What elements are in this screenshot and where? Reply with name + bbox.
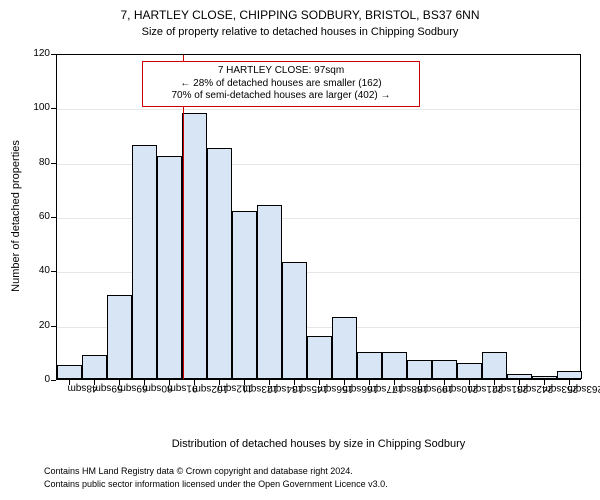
histogram-bar <box>157 156 182 379</box>
y-tick-label: 20 <box>22 320 50 331</box>
histogram-bar <box>132 145 157 379</box>
histogram-bar <box>482 352 507 379</box>
histogram-bar <box>507 374 532 379</box>
histogram-bar <box>207 148 232 379</box>
histogram-bar <box>182 113 207 379</box>
info-box-line: 7 HARTLEY CLOSE: 97sqm <box>146 65 416 78</box>
histogram-bar <box>332 317 357 379</box>
x-axis-label: Distribution of detached houses by size … <box>56 438 581 450</box>
info-box-line: 70% of semi-detached houses are larger (… <box>146 90 416 103</box>
histogram-bar <box>257 205 282 379</box>
y-tick-label: 100 <box>22 102 50 113</box>
histogram-bar <box>457 363 482 379</box>
y-tick-mark <box>51 54 56 55</box>
chart-title-line1: 7, HARTLEY CLOSE, CHIPPING SODBURY, BRIS… <box>0 8 600 22</box>
histogram-bar <box>357 352 382 379</box>
histogram-bar <box>307 336 332 379</box>
histogram-bar <box>282 262 307 379</box>
histogram-bar <box>57 365 82 379</box>
footer-line2: Contains public sector information licen… <box>44 479 388 489</box>
footer-line1: Contains HM Land Registry data © Crown c… <box>44 466 353 476</box>
histogram-bar <box>557 371 582 379</box>
histogram-bar <box>382 352 407 379</box>
y-tick-label: 40 <box>22 265 50 276</box>
histogram-bar <box>407 360 432 379</box>
histogram-bar <box>232 211 257 379</box>
y-tick-mark <box>51 326 56 327</box>
histogram-bar <box>82 355 107 379</box>
histogram-bar <box>432 360 457 379</box>
histogram-bar <box>107 295 132 379</box>
chart-title-line2: Size of property relative to detached ho… <box>0 26 600 38</box>
y-tick-mark <box>51 380 56 381</box>
y-tick-mark <box>51 163 56 164</box>
y-tick-mark <box>51 217 56 218</box>
y-tick-label: 0 <box>22 374 50 385</box>
y-tick-label: 80 <box>22 157 50 168</box>
info-box: 7 HARTLEY CLOSE: 97sqm← 28% of detached … <box>142 61 420 107</box>
y-tick-label: 120 <box>22 48 50 59</box>
y-tick-mark <box>51 108 56 109</box>
y-tick-mark <box>51 271 56 272</box>
y-tick-label: 60 <box>22 211 50 222</box>
info-box-line: ← 28% of detached houses are smaller (16… <box>146 78 416 91</box>
histogram-bar <box>532 376 557 379</box>
y-axis-label: Number of detached properties <box>10 53 22 379</box>
gridline <box>57 109 580 110</box>
